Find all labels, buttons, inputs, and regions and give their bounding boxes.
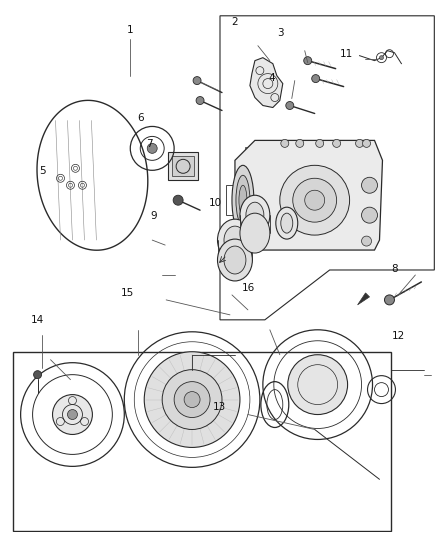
Text: 14: 14 bbox=[31, 314, 44, 325]
Circle shape bbox=[287, 355, 347, 415]
Circle shape bbox=[311, 75, 319, 83]
Ellipse shape bbox=[240, 195, 269, 235]
Ellipse shape bbox=[275, 207, 297, 239]
Ellipse shape bbox=[240, 213, 269, 253]
Circle shape bbox=[279, 165, 349, 235]
Circle shape bbox=[355, 140, 363, 148]
Circle shape bbox=[384, 295, 394, 305]
Ellipse shape bbox=[217, 219, 252, 261]
Circle shape bbox=[378, 55, 383, 60]
Ellipse shape bbox=[238, 185, 246, 215]
Circle shape bbox=[332, 140, 340, 148]
Circle shape bbox=[147, 143, 157, 154]
Text: 8: 8 bbox=[390, 264, 397, 274]
Circle shape bbox=[361, 177, 377, 193]
Circle shape bbox=[361, 207, 377, 223]
Ellipse shape bbox=[231, 165, 253, 235]
Text: 13: 13 bbox=[212, 402, 226, 413]
Text: 1: 1 bbox=[126, 25, 133, 35]
Circle shape bbox=[361, 236, 371, 246]
Text: 6: 6 bbox=[137, 113, 144, 123]
Circle shape bbox=[315, 140, 323, 148]
Circle shape bbox=[162, 370, 222, 430]
Circle shape bbox=[295, 140, 303, 148]
Bar bbox=[332, 148, 347, 157]
Circle shape bbox=[304, 190, 324, 210]
Circle shape bbox=[193, 77, 201, 85]
Ellipse shape bbox=[223, 246, 245, 274]
Bar bbox=[226, 185, 267, 215]
Circle shape bbox=[173, 195, 183, 205]
Bar bbox=[359, 237, 374, 245]
Circle shape bbox=[285, 101, 293, 109]
Text: 11: 11 bbox=[339, 49, 352, 59]
Bar bbox=[13, 352, 391, 531]
Circle shape bbox=[174, 382, 209, 417]
Circle shape bbox=[184, 392, 200, 408]
Text: 16: 16 bbox=[241, 282, 254, 293]
Circle shape bbox=[144, 352, 240, 447]
Bar bbox=[309, 143, 329, 155]
Ellipse shape bbox=[245, 202, 263, 228]
Circle shape bbox=[280, 140, 288, 148]
Bar bbox=[244, 240, 256, 250]
Text: 5: 5 bbox=[39, 166, 46, 176]
Bar bbox=[244, 148, 374, 247]
Polygon shape bbox=[234, 140, 381, 250]
Bar bbox=[172, 156, 194, 176]
Text: 3: 3 bbox=[277, 28, 283, 38]
Circle shape bbox=[292, 178, 336, 222]
Bar bbox=[349, 147, 369, 160]
Bar bbox=[168, 152, 198, 180]
Polygon shape bbox=[249, 58, 282, 108]
Text: 12: 12 bbox=[392, 330, 405, 341]
Circle shape bbox=[196, 96, 204, 104]
Text: 2: 2 bbox=[231, 17, 237, 27]
Ellipse shape bbox=[217, 239, 252, 281]
Text: 7: 7 bbox=[146, 139, 152, 149]
Circle shape bbox=[67, 409, 77, 419]
Bar bbox=[274, 142, 304, 160]
Text: 9: 9 bbox=[150, 211, 157, 221]
Ellipse shape bbox=[235, 175, 249, 225]
Ellipse shape bbox=[280, 213, 292, 233]
Ellipse shape bbox=[223, 226, 245, 254]
Polygon shape bbox=[357, 293, 369, 305]
Circle shape bbox=[53, 394, 92, 434]
Circle shape bbox=[303, 56, 311, 64]
Text: 4: 4 bbox=[268, 73, 275, 83]
Circle shape bbox=[362, 140, 370, 148]
Circle shape bbox=[34, 370, 42, 378]
Text: 10: 10 bbox=[208, 198, 221, 208]
Text: 15: 15 bbox=[121, 288, 134, 298]
